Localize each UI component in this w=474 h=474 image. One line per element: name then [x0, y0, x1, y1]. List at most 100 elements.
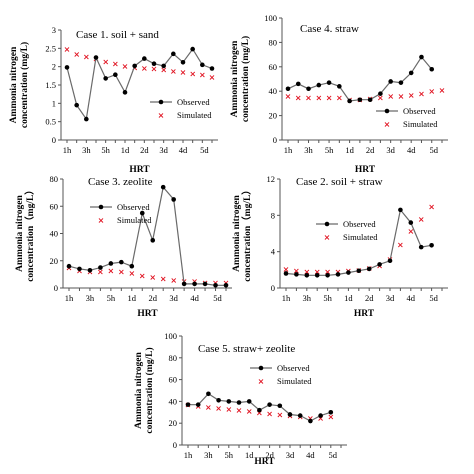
x-tick-label: 1h — [65, 293, 74, 303]
y-axis-title-line: concentration（mg/L） — [24, 185, 36, 282]
y-tick-label: 2.5 — [45, 43, 56, 53]
simulated-point: × — [428, 202, 435, 211]
simulated-point: × — [128, 269, 135, 278]
legend-observed-marker — [158, 99, 164, 105]
observed-point — [84, 116, 89, 122]
observed-point — [318, 413, 323, 418]
legend-observed-marker — [98, 204, 104, 210]
simulated-point: × — [276, 410, 283, 419]
observed-point — [277, 403, 283, 409]
simulated-point: × — [215, 404, 222, 413]
x-tick-label: 1d — [121, 145, 130, 155]
simulated-point: × — [293, 267, 300, 276]
y-axis-title-line: concentration (mg/L) — [19, 42, 30, 128]
y-axis-title-line: concentration（mg/L） — [241, 185, 253, 282]
observed-point — [119, 259, 124, 265]
observed-point — [287, 412, 293, 417]
legend-observed-marker — [258, 365, 264, 371]
observed-point — [347, 98, 352, 104]
x-axis-title: HRT — [355, 165, 376, 175]
y-tick-label: 20 — [50, 256, 59, 266]
simulated-point: × — [398, 92, 405, 101]
y-tick-label: 100 — [264, 13, 277, 23]
y-tick-label: 0 — [54, 283, 58, 293]
y-axis-title: Ammonia nitrogenconcentration (mg/L) — [230, 36, 251, 122]
observed-point — [213, 282, 218, 288]
observed-point — [195, 402, 201, 407]
y-axis-title-line: concentration (mg/L) — [240, 36, 251, 122]
simulated-point: × — [122, 62, 129, 71]
x-tick-label: 2d — [366, 145, 375, 155]
y-tick-label: 12 — [267, 174, 276, 184]
simulated-point: × — [305, 93, 312, 102]
y-tick-label: 3 — [52, 25, 56, 35]
observed-point — [285, 86, 291, 92]
simulated-point: × — [205, 403, 212, 412]
simulated-point: × — [303, 268, 310, 277]
observed-point — [190, 46, 195, 52]
simulated-point: × — [180, 68, 187, 77]
observed-point — [129, 263, 135, 269]
x-axis-title: HRT — [354, 309, 375, 319]
observed-point — [388, 79, 393, 84]
x-tick-label: 5d — [329, 450, 338, 460]
simulated-point: × — [64, 45, 71, 54]
simulated-point: × — [102, 58, 109, 67]
y-tick-label: 40 — [269, 86, 278, 96]
observed-point — [328, 410, 334, 415]
x-tick-label: 1d — [128, 293, 137, 303]
simulated-point: × — [189, 69, 196, 78]
x-tick-label: 1h — [184, 450, 193, 460]
observed-point — [398, 80, 404, 85]
observed-point — [325, 272, 330, 278]
chart-title: Case 2. soil + straw — [296, 176, 383, 188]
observed-point — [171, 197, 176, 202]
observed-point — [378, 91, 383, 96]
observed-point — [200, 62, 205, 68]
simulated-point: × — [160, 274, 167, 283]
observed-point — [408, 70, 414, 76]
x-tick-label: 3h — [82, 145, 91, 155]
observed-point — [297, 413, 303, 418]
legend-observed-marker — [324, 221, 330, 227]
simulated-point: × — [315, 93, 322, 102]
x-tick-label: 5h — [323, 293, 332, 303]
x-tick-label: 3h — [304, 145, 313, 155]
chart-title: Case 3. zeolite — [88, 176, 153, 188]
y-tick-label: 4 — [271, 247, 276, 257]
observed-point — [139, 210, 145, 216]
x-tick-label: 3d — [286, 450, 295, 460]
x-tick-label: 3d — [386, 293, 395, 303]
chart-title: Case 4. straw — [300, 23, 359, 35]
observed-point — [209, 66, 215, 71]
x-tick-label: 5h — [225, 450, 234, 460]
x-tick-label: 5d — [429, 293, 438, 303]
legend-observed-label: Observed — [117, 202, 150, 212]
x-tick-label: 5d — [200, 145, 209, 155]
chart-panel-case1: 0 0.5 1 1.5 2 2.5 3 1h 3h 5h 1d 2d 3d 4d 5d HRT Ammonia … — [9, 25, 218, 175]
x-tick-label: 4d — [407, 145, 416, 155]
x-tick-label: 1d — [245, 450, 254, 460]
legend-simulated-marker: × — [324, 233, 331, 242]
observed-point — [408, 220, 414, 225]
simulated-point: × — [151, 65, 158, 74]
x-tick-label: 3h — [303, 293, 312, 303]
simulated-point: × — [407, 227, 414, 236]
observed-point — [206, 391, 211, 397]
simulated-point: × — [326, 93, 333, 102]
observed-point — [142, 56, 147, 61]
simulated-point: × — [307, 414, 314, 423]
x-tick-label: 2d — [140, 145, 149, 155]
x-tick-label: 1d — [345, 145, 354, 155]
observed-point — [357, 97, 363, 103]
simulated-point: × — [327, 413, 334, 422]
observed-point — [257, 407, 262, 413]
observed-line — [66, 48, 213, 121]
simulated-point: × — [236, 406, 243, 415]
observed-point — [366, 266, 372, 272]
simulated-point: × — [170, 67, 177, 76]
observed-point — [314, 272, 320, 278]
x-tick-label: 2d — [148, 293, 157, 303]
chart-panel-case2: 0 4 8 12 1h 3h 5h 1d 2d 3d 4d 5d HRT Ammonia nitrogen… — [232, 174, 448, 319]
simulated-point: × — [285, 92, 292, 101]
